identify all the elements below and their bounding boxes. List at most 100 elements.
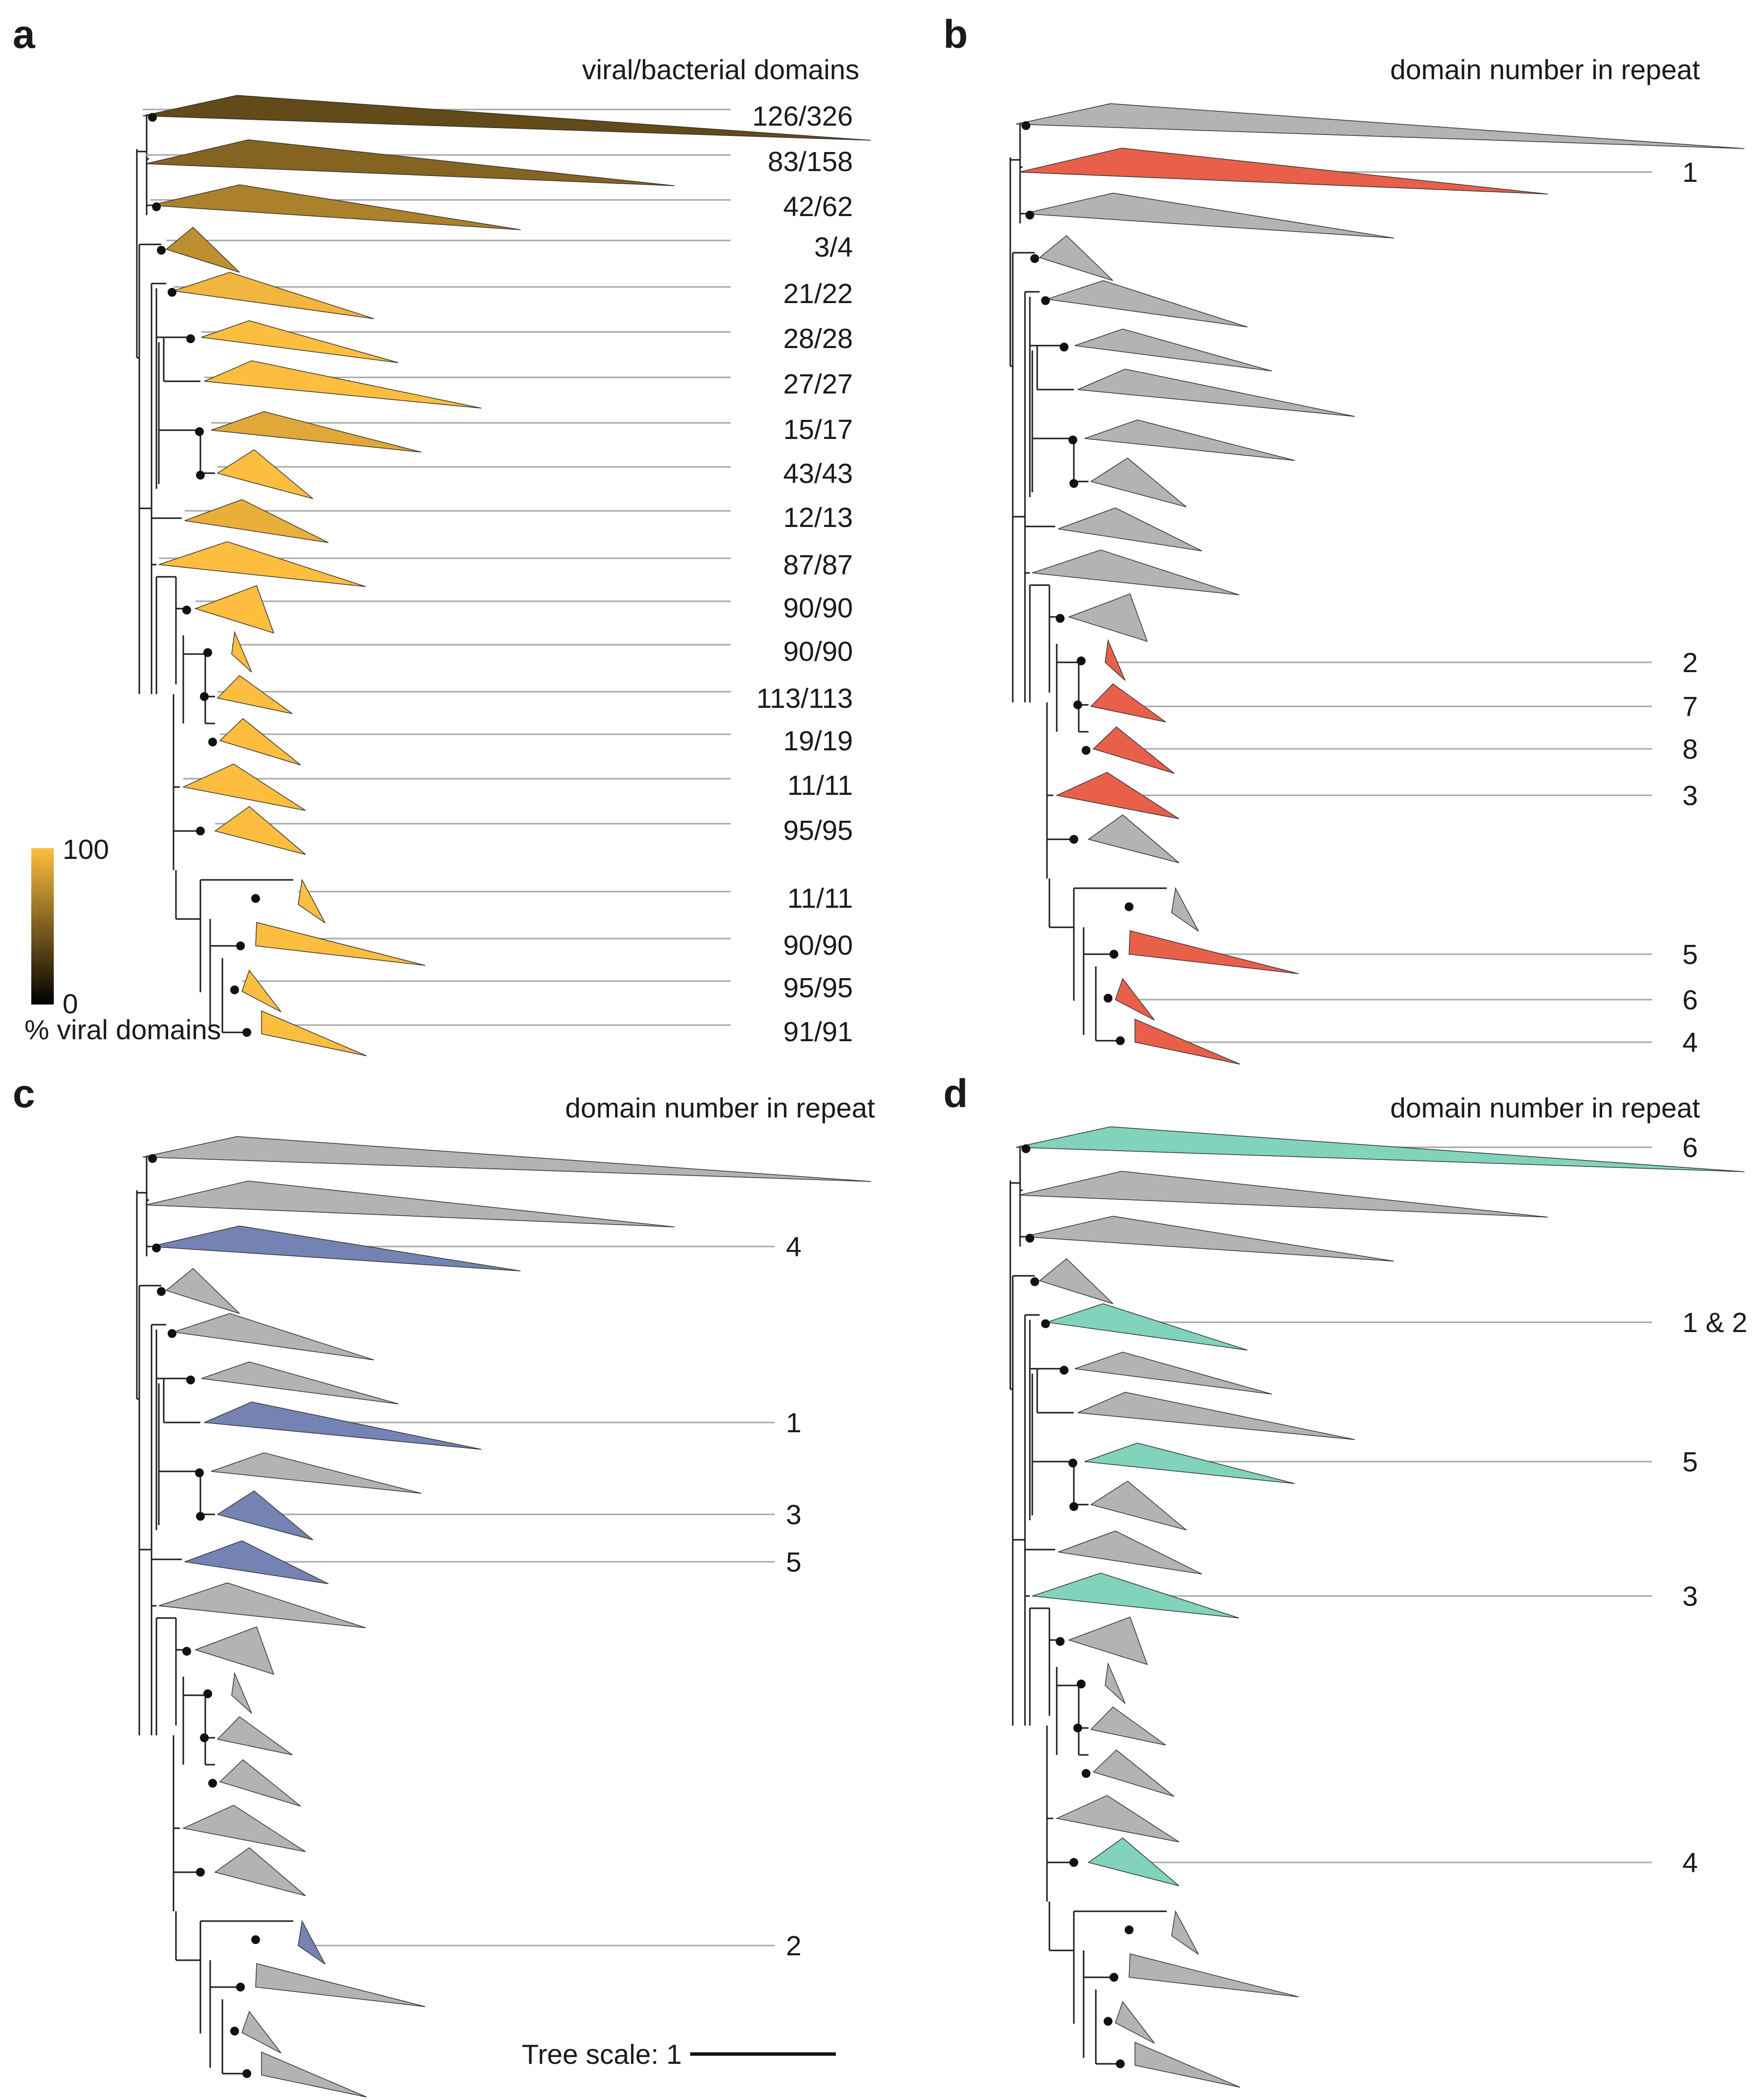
- collapsed-clade: [1171, 1910, 1199, 1955]
- collapsed-clade: [1090, 458, 1187, 507]
- panel-label-c: c: [13, 1072, 35, 1116]
- domain-number-label: 4: [1682, 1847, 1698, 1879]
- collapsed-clade: [231, 1672, 252, 1714]
- collapsed-clade: [1024, 193, 1394, 239]
- collapsed-clade: [298, 878, 326, 923]
- collapsed-clade: [204, 360, 482, 409]
- collapsed-clade: [1129, 930, 1299, 974]
- collapsed-clade: [1088, 1838, 1179, 1886]
- collapsed-clade: [1134, 1018, 1241, 1065]
- collapsed-clade: [1039, 1258, 1113, 1304]
- collapsed-clade: [1058, 507, 1202, 551]
- bootstrap-node: [1056, 1637, 1065, 1646]
- collapsed-clade: [217, 449, 313, 499]
- collapsed-clade: [1039, 235, 1113, 281]
- clade-count-label: 12/13: [783, 502, 853, 533]
- clade-count-label: 95/95: [783, 815, 853, 846]
- panel-b: b domain number in repeat 1 2 7 8 3 5 6 4: [943, 12, 1745, 1065]
- bootstrap-node: [1104, 2017, 1112, 2026]
- collapsed-clade: [241, 969, 282, 1012]
- collapsed-clade: [165, 1268, 240, 1314]
- bootstrap-node: [1125, 1925, 1133, 1934]
- bootstrap-node: [1116, 1036, 1125, 1045]
- collapsed-clade: [1055, 772, 1179, 819]
- domain-number-label: 3: [1682, 1581, 1698, 1612]
- colorbar-max-label: 100: [63, 834, 109, 865]
- panel-b-title: domain number in repeat: [1390, 54, 1700, 86]
- collapsed-clade: [1115, 978, 1155, 1021]
- tree-c: 4 1 3 5 2: [136, 1136, 871, 2098]
- bootstrap-node: [251, 1935, 260, 1944]
- collapsed-clade: [255, 1963, 426, 2007]
- collapsed-clade: [1024, 1216, 1394, 1262]
- collapsed-clade: [214, 806, 306, 855]
- collapsed-clade: [1092, 1750, 1175, 1797]
- collapsed-clade: [145, 139, 675, 186]
- colorbar-gradient: [31, 848, 54, 1005]
- domain-number-label: 2: [1682, 647, 1698, 678]
- bootstrap-node: [157, 1287, 166, 1296]
- bootstrap-node: [208, 1779, 217, 1788]
- domain-number-label: 1: [786, 1407, 802, 1439]
- collapsed-clade: [231, 631, 252, 673]
- collapsed-clade: [1115, 2001, 1155, 2044]
- collapsed-clade: [201, 1361, 399, 1404]
- collapsed-clade: [201, 320, 399, 363]
- domain-number-label: 8: [1682, 734, 1698, 765]
- collapsed-clade: [1090, 683, 1166, 722]
- clade-count-label: 126/326: [752, 101, 853, 132]
- collapsed-clade: [1084, 419, 1295, 461]
- collapsed-clade: [211, 1452, 422, 1494]
- bootstrap-node: [1041, 1319, 1050, 1328]
- collapsed-clade: [219, 718, 301, 766]
- bootstrap-node: [1056, 614, 1065, 623]
- collapsed-clade: [1046, 280, 1248, 328]
- collapsed-clade: [182, 1805, 306, 1852]
- clade-count-label: 113/113: [756, 683, 853, 714]
- domain-number-label: 2: [786, 1930, 802, 1962]
- domain-number-label: 3: [1682, 780, 1698, 811]
- clade-count-label: 19/19: [783, 725, 853, 757]
- bootstrap-node: [186, 1376, 195, 1384]
- bootstrap-node: [182, 606, 191, 614]
- bootstrap-node: [1025, 211, 1034, 219]
- clade-count-label: 3/4: [814, 232, 853, 263]
- panel-label-a: a: [13, 12, 36, 57]
- bootstrap-node: [203, 1689, 212, 1698]
- collapsed-clade: [194, 1626, 275, 1675]
- tree-d: 6 1 & 2 5 3 4: [1009, 1126, 1747, 2088]
- panel-d: d domain number in repeat 6 1 & 2 5 3 4: [943, 1072, 1747, 2088]
- clade-count-label: 27/27: [783, 369, 853, 400]
- bootstrap-node: [1068, 1459, 1077, 1467]
- tree-scale-label: Tree scale: 1: [522, 2039, 682, 2070]
- bootstrap-node: [148, 1154, 157, 1163]
- bootstrap-node: [1022, 121, 1030, 130]
- collapsed-clade: [1090, 1481, 1187, 1531]
- collapsed-clade: [1058, 1531, 1202, 1575]
- panel-label-b: b: [943, 12, 968, 57]
- clade-count-label: 90/90: [783, 636, 853, 667]
- collapsed-clade: [1105, 1662, 1126, 1704]
- collapsed-clade: [1074, 1352, 1272, 1395]
- domain-number-label: 3: [786, 1499, 802, 1531]
- colorbar-caption: % viral domains: [24, 1014, 221, 1046]
- clade-count-label: 11/11: [787, 883, 853, 914]
- domain-number-label: 6: [1682, 1132, 1698, 1163]
- collapsed-clade: [1084, 1443, 1295, 1484]
- bootstrap-node: [1069, 1858, 1078, 1867]
- clade-count-label: 15/17: [783, 414, 853, 445]
- bootstrap-node: [203, 648, 212, 657]
- collapsed-clade: [1105, 639, 1126, 681]
- collapsed-clade: [158, 1582, 366, 1628]
- collapsed-clade: [217, 675, 293, 714]
- collapsed-clade: [158, 541, 366, 587]
- panel-c-title: domain number in repeat: [565, 1093, 875, 1124]
- collapsed-clade: [1046, 1303, 1248, 1351]
- bootstrap-node: [1077, 1680, 1086, 1688]
- clade-count-label: 28/28: [783, 323, 853, 354]
- collapsed-clade: [1090, 1706, 1166, 1746]
- bootstrap-node: [1069, 1502, 1078, 1511]
- panel-label-d: d: [943, 1072, 968, 1116]
- collapsed-clade: [1019, 1171, 1548, 1218]
- clade-count-label: 21/22: [783, 278, 853, 309]
